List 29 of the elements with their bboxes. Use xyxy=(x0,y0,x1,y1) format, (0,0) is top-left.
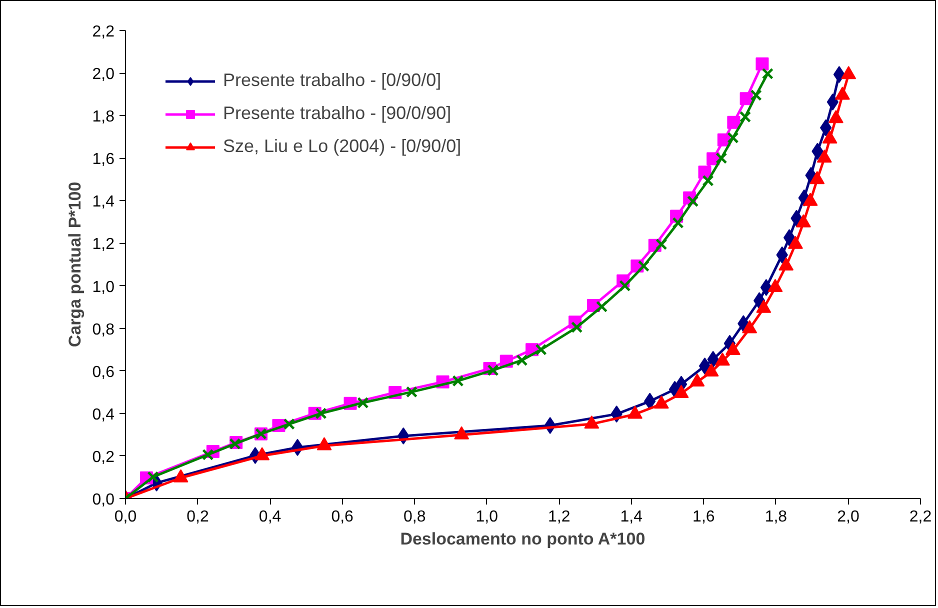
x-tick-label: 1,0 xyxy=(476,508,498,526)
x-tick-label: 2,0 xyxy=(837,508,860,526)
y-tick-label: 2,2 xyxy=(92,24,115,40)
x-axis-title: Deslocamento no ponto A*100 xyxy=(400,530,646,548)
y-tick-label: 0,4 xyxy=(92,406,115,424)
x-tick-label: 0,8 xyxy=(403,508,426,526)
x-tick-label: 1,4 xyxy=(620,508,643,526)
x-tick-label: 0,0 xyxy=(114,508,137,526)
y-tick-label: 1,0 xyxy=(92,278,115,296)
y-tick-label: 1,4 xyxy=(92,194,115,211)
x-tick-label: 0,2 xyxy=(186,508,209,526)
y-tick-label: 0,0 xyxy=(92,492,115,508)
y-tick-label: 0,8 xyxy=(92,321,115,338)
x-tick-label: 2,2 xyxy=(909,508,932,526)
x-tick-label: 0,4 xyxy=(258,508,282,526)
x-tick-label: 0,6 xyxy=(331,508,354,526)
x-tick-label: 1,8 xyxy=(764,508,788,526)
x-tick-label: 1,6 xyxy=(692,508,715,526)
legend-label: Sze, Liu e Lo (2004) - [0/90/0] xyxy=(223,136,462,157)
y-tick-label: 2,0 xyxy=(92,66,115,84)
y-tick-label: 0,2 xyxy=(92,448,115,466)
y-tick-label: 1,6 xyxy=(92,151,115,168)
y-tick-label: 1,2 xyxy=(92,236,115,254)
legend-label: Presente trabalho - [90/0/90] xyxy=(223,103,452,124)
x-tick-label: 1,2 xyxy=(548,508,570,526)
legend-label: Presente trabalho - [0/90/0] xyxy=(223,70,442,91)
y-axis-title: Carga pontual P*100 xyxy=(65,182,84,348)
y-tick-label: 0,6 xyxy=(92,364,115,381)
y-tick-label: 1,8 xyxy=(92,108,115,126)
